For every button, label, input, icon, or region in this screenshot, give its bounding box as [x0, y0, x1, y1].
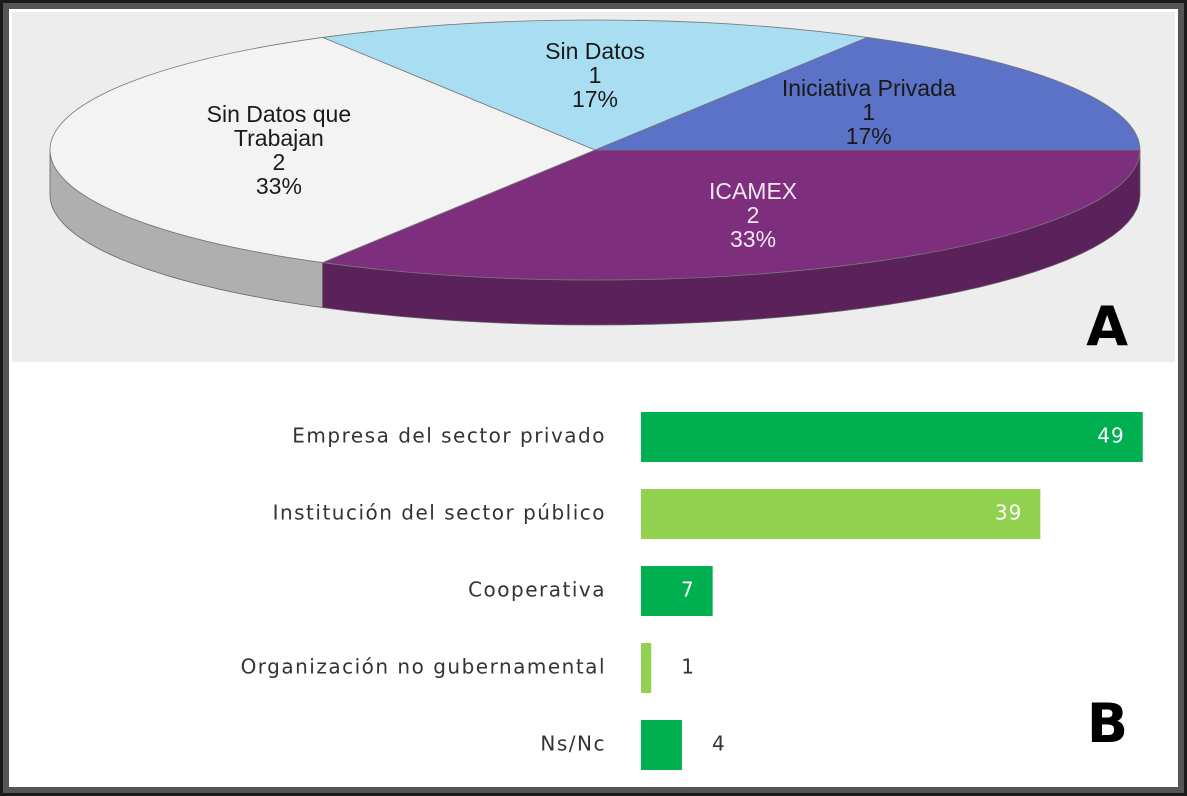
slice-percent: 17%: [845, 123, 892, 150]
bar: [641, 412, 1143, 462]
pie-slice: [320, 19, 870, 151]
bar: [641, 720, 682, 770]
panel-letter: B: [1087, 692, 1128, 755]
slice-name: Sin Datos que Trabajan: [206, 101, 352, 151]
pie-label: ICAMEX 2 33%: [638, 179, 868, 251]
slice-count: 1: [588, 61, 602, 88]
slice-name: Sin Datos: [545, 37, 645, 64]
value-label: 7: [681, 578, 695, 602]
bar: [641, 489, 1041, 539]
category-label: Empresa del sector privado: [292, 424, 606, 448]
slice-name: ICAMEX: [708, 178, 798, 205]
pie-slice: [320, 149, 1141, 281]
pie-slice: [49, 37, 597, 263]
pie-label: Sin Datos 1 17%: [480, 39, 710, 111]
slice-percent: 17%: [571, 85, 619, 112]
value-label: 4: [712, 732, 726, 756]
value-label: 39: [995, 501, 1022, 525]
slice-count: 2: [272, 149, 286, 175]
pie-label: Iniciativa Privada 1 17%: [754, 76, 984, 148]
panel-letter: A: [1086, 295, 1128, 358]
bar: [641, 643, 652, 693]
slice-count: 2: [746, 202, 760, 229]
slice-count: 1: [862, 99, 876, 126]
slice-percent: 33%: [255, 173, 302, 199]
category-label: Institución del sector público: [273, 501, 606, 525]
value-label: 1: [681, 655, 695, 679]
slice-name: Iniciativa Privada: [781, 75, 956, 102]
slice-percent: 33%: [730, 226, 777, 253]
pie-slice: [594, 37, 1141, 151]
category-label: Organización no gubernamental: [241, 655, 606, 679]
category-label: Ns/Nc: [540, 732, 606, 756]
bar: [641, 566, 713, 616]
category-label: Cooperativa: [468, 578, 606, 602]
value-label: 49: [1097, 424, 1124, 448]
pie-label: Sin Datos que Trabajan 2 33%: [164, 102, 394, 198]
